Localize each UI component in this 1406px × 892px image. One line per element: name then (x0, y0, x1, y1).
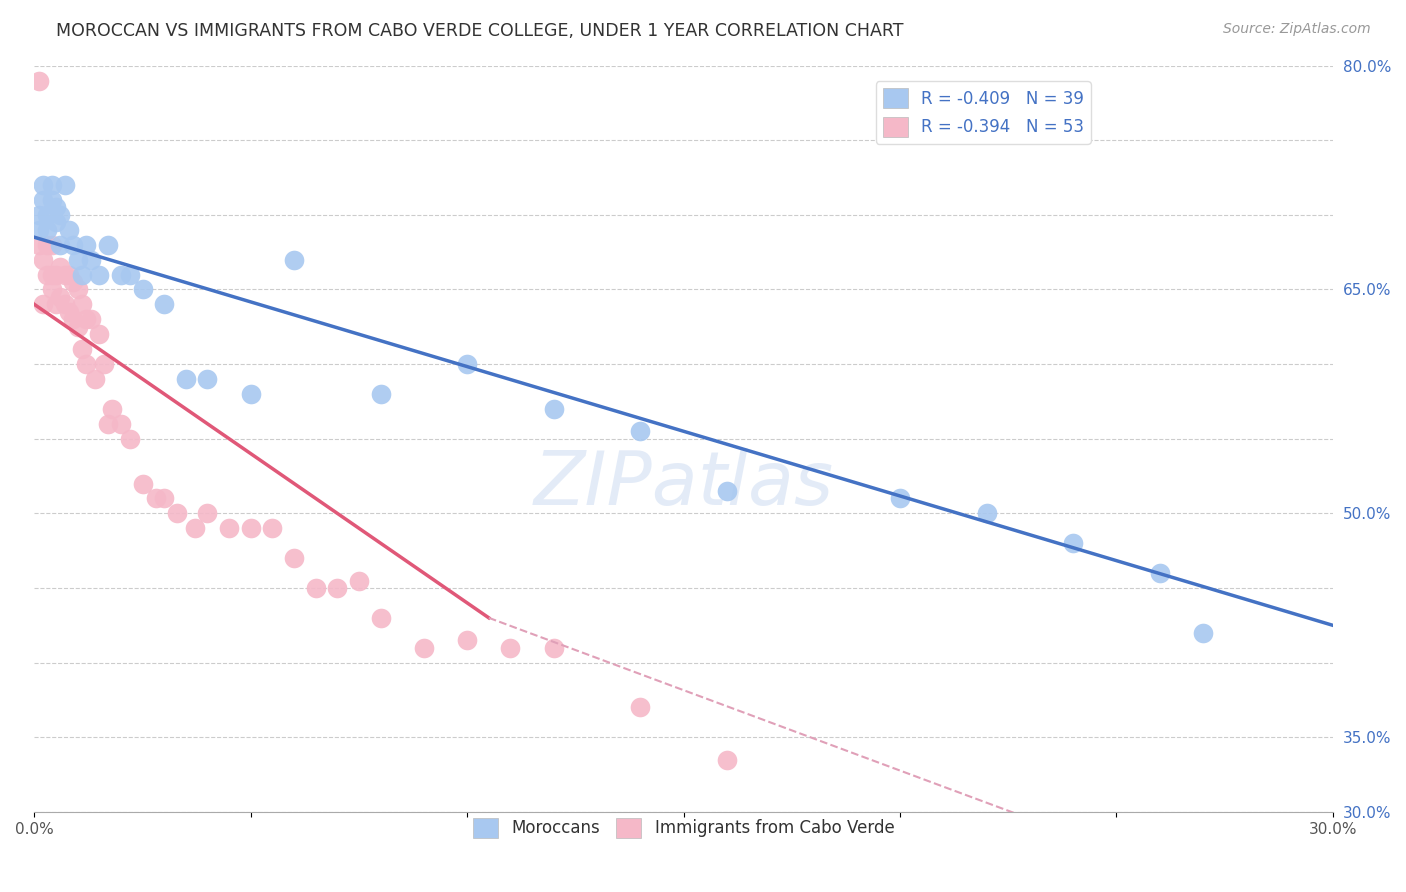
Point (84, 372, 107, 386)
Point (153, 297, 176, 311)
Point (53, 297, 76, 311)
Point (70, 297, 93, 311)
Point (218, 521, 240, 535)
Point (101, 401, 124, 416)
Point (75, 357, 97, 371)
Point (166, 507, 188, 521)
Point (66, 252, 89, 267)
Point (1149, 566, 1171, 580)
Text: MOROCCAN VS IMMIGRANTS FROM CABO VERDE COLLEGE, UNDER 1 YEAR CORRELATION CHART: MOROCCAN VS IMMIGRANTS FROM CABO VERDE C… (56, 22, 904, 40)
Point (197, 372, 219, 386)
Point (66, 283, 89, 297)
Point (412, 640, 434, 655)
Point (370, 387, 392, 401)
Point (716, 753, 738, 767)
Point (97, 237, 120, 252)
Point (45, 201, 67, 215)
Point (239, 521, 262, 535)
Point (53, 178, 76, 192)
Point (131, 283, 153, 297)
Point (70, 268, 93, 282)
Point (499, 640, 522, 655)
Point (58, 268, 80, 282)
Point (118, 268, 141, 282)
Point (174, 372, 197, 386)
Point (543, 640, 565, 655)
Point (262, 521, 284, 535)
Point (889, 491, 911, 506)
Point (32, 252, 55, 267)
Point (66, 319, 89, 334)
Point (110, 268, 132, 282)
Point (93, 357, 115, 371)
Point (110, 417, 132, 431)
Point (326, 581, 349, 595)
Point (716, 483, 738, 498)
Point (32, 193, 55, 207)
Point (305, 581, 328, 595)
Point (976, 507, 998, 521)
Point (628, 424, 651, 438)
Point (37, 268, 59, 282)
Point (75, 312, 97, 326)
Point (41, 283, 63, 297)
Point (283, 252, 305, 267)
Point (37, 237, 59, 252)
Point (79, 252, 101, 267)
Point (45, 297, 67, 311)
Point (28, 237, 51, 252)
Point (49, 237, 72, 252)
Point (283, 551, 305, 566)
Text: ZIPatlas: ZIPatlas (533, 448, 834, 519)
Point (32, 178, 55, 192)
Point (131, 476, 153, 491)
Point (28, 223, 51, 237)
Point (32, 297, 55, 311)
Point (58, 223, 80, 237)
Point (41, 237, 63, 252)
Point (79, 312, 101, 326)
Point (97, 417, 120, 431)
Point (62, 237, 84, 252)
Point (89, 268, 111, 282)
Point (1062, 536, 1084, 550)
Point (28, 73, 51, 87)
Point (70, 342, 93, 356)
Point (145, 491, 167, 506)
Point (89, 327, 111, 342)
Point (49, 290, 72, 304)
Point (543, 401, 565, 416)
Point (37, 223, 59, 237)
Point (347, 574, 370, 588)
Point (58, 305, 80, 319)
Point (37, 208, 59, 222)
Point (75, 237, 97, 252)
Point (239, 387, 262, 401)
Point (41, 178, 63, 192)
Point (1192, 625, 1215, 640)
Point (183, 521, 205, 535)
Point (53, 268, 76, 282)
Point (41, 193, 63, 207)
Point (153, 491, 176, 506)
Point (62, 275, 84, 289)
Point (118, 432, 141, 446)
Point (45, 268, 67, 282)
Point (456, 633, 478, 648)
Point (197, 507, 219, 521)
Legend: Moroccans, Immigrants from Cabo Verde: Moroccans, Immigrants from Cabo Verde (465, 811, 901, 845)
Point (628, 700, 651, 714)
Point (45, 215, 67, 229)
Point (62, 312, 84, 326)
Point (49, 260, 72, 274)
Point (41, 268, 63, 282)
Point (49, 208, 72, 222)
Text: Source: ZipAtlas.com: Source: ZipAtlas.com (1223, 22, 1371, 37)
Point (456, 357, 478, 371)
Point (28, 208, 51, 222)
Point (370, 611, 392, 625)
